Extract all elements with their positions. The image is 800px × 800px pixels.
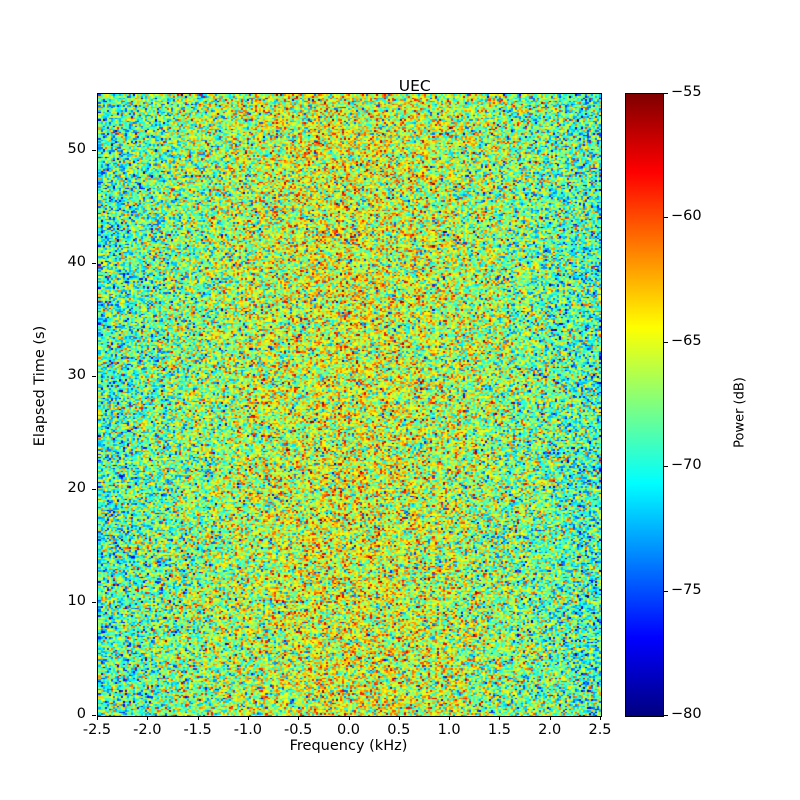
- y-tick-mark: [92, 375, 96, 377]
- x-tick-mark: [398, 716, 400, 720]
- colorbar-label: Power (dB): [732, 377, 748, 448]
- x-tick-mark: [147, 716, 149, 720]
- spectrogram-image: [98, 94, 601, 716]
- x-tick-label: 0.5: [387, 722, 411, 738]
- x-tick-label: 2.0: [538, 722, 562, 738]
- x-tick-label: 0.0: [336, 722, 361, 738]
- colorbar-tick-label: −55: [671, 84, 702, 100]
- y-tick-label: 20: [67, 479, 86, 496]
- y-tick-label: 30: [67, 366, 86, 383]
- colorbar-tick-mark: [664, 590, 668, 592]
- colorbar-tick-label: −60: [671, 208, 702, 225]
- y-tick-label: 0: [76, 706, 86, 722]
- x-tick-mark: [449, 716, 451, 720]
- x-tick-label: -2.5: [82, 722, 112, 738]
- x-tick-mark: [499, 716, 501, 720]
- colorbar-tick-label: −75: [671, 581, 702, 598]
- colorbar-axes: [625, 93, 664, 717]
- y-tick-mark: [92, 149, 96, 151]
- colorbar-tick-mark: [664, 217, 668, 219]
- x-tick-label: -1.0: [233, 722, 263, 738]
- colorbar-tick-label: −65: [671, 332, 702, 349]
- y-tick-label: 40: [67, 253, 86, 270]
- y-axis-label: Elapsed Time (s): [32, 325, 48, 447]
- y-tick-mark: [92, 715, 96, 716]
- x-tick-mark: [197, 716, 199, 720]
- colorbar-tick-label: −80: [671, 706, 702, 722]
- y-tick-mark: [92, 262, 96, 264]
- x-tick-label: 2.5: [588, 722, 612, 738]
- x-tick-label: 1.5: [487, 722, 511, 738]
- spectrogram-axes: [97, 93, 602, 717]
- colorbar-tick-mark: [664, 93, 668, 94]
- x-tick-mark: [97, 716, 98, 720]
- title-line-station: UEC: [0, 58, 800, 114]
- colorbar-tick-mark: [664, 715, 668, 716]
- x-tick-mark: [298, 716, 300, 720]
- y-tick-label: 10: [67, 592, 86, 609]
- x-tick-mark: [247, 716, 249, 720]
- y-tick-mark: [92, 488, 96, 490]
- x-tick-label: -1.5: [183, 722, 212, 738]
- x-axis-label: Frequency (kHz): [289, 738, 408, 754]
- colorbar-gradient: [626, 94, 663, 716]
- colorbar-tick-mark: [664, 341, 668, 343]
- y-tick-label: 50: [67, 140, 86, 157]
- x-tick-mark: [348, 716, 350, 720]
- x-tick-label: -0.5: [284, 722, 313, 738]
- title-station-text: UEC: [398, 76, 431, 95]
- y-tick-mark: [92, 601, 96, 603]
- x-tick-label: -2.0: [133, 722, 162, 738]
- x-tick-label: 1.0: [437, 722, 461, 738]
- x-tick-mark: [600, 716, 601, 720]
- colorbar-tick-label: −70: [671, 457, 702, 474]
- x-tick-mark: [549, 716, 551, 720]
- colorbar-tick-mark: [664, 466, 668, 468]
